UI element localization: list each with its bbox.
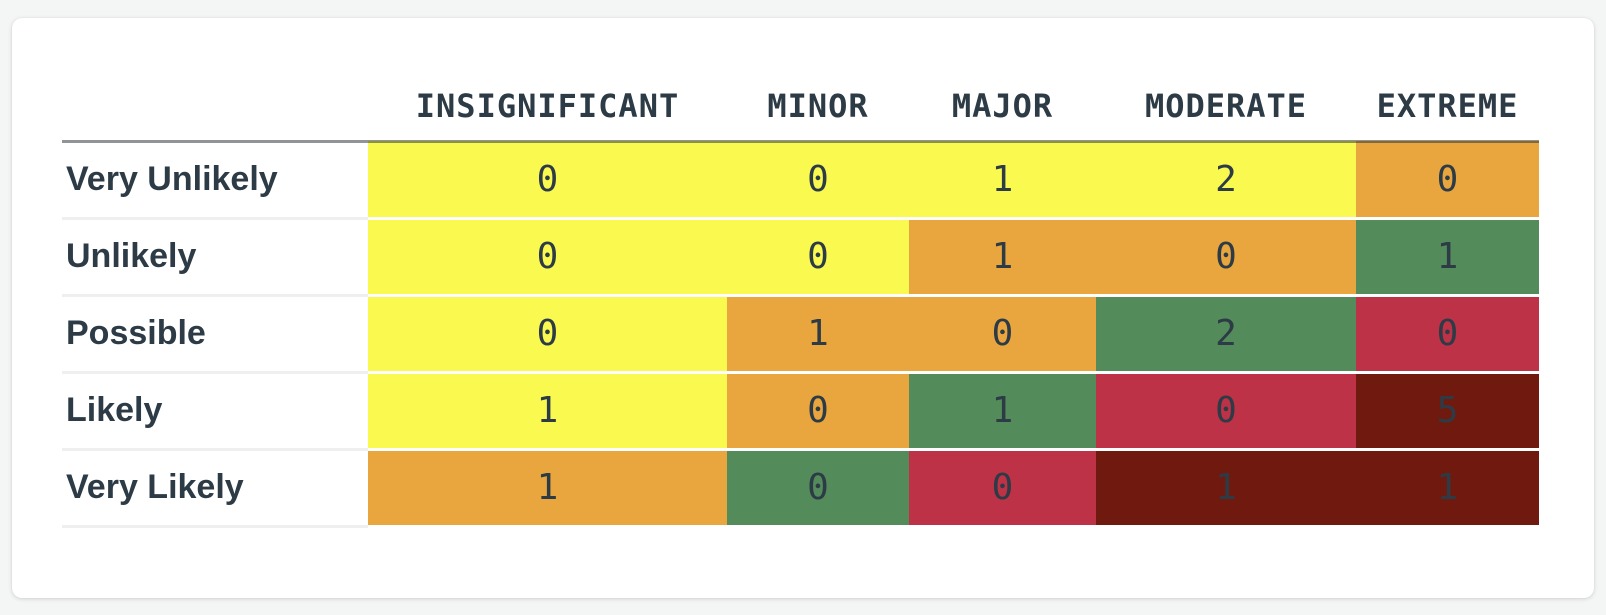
corner-cell xyxy=(62,78,368,141)
table-row: Very Unlikely 0 0 1 2 0 xyxy=(62,139,1539,220)
column-header-major: MAJOR xyxy=(909,78,1096,141)
matrix-cell[interactable]: 1 xyxy=(909,139,1096,220)
matrix-cell[interactable]: 0 xyxy=(1096,218,1356,297)
row-label-very-unlikely: Very Unlikely xyxy=(62,139,368,220)
column-header-insignificant: INSIGNIFICANT xyxy=(368,78,727,141)
table-row: Possible 0 1 0 2 0 xyxy=(62,295,1539,374)
table-row: Very Likely 1 0 0 1 1 xyxy=(62,449,1539,528)
matrix-cell[interactable]: 0 xyxy=(1096,372,1356,451)
matrix-cell[interactable]: 0 xyxy=(909,449,1096,528)
matrix-cell[interactable]: 1 xyxy=(909,372,1096,451)
risk-matrix-table: INSIGNIFICANT MINOR MAJOR MODERATE EXTRE… xyxy=(62,78,1539,528)
matrix-cell[interactable]: 0 xyxy=(727,372,909,451)
row-label-possible: Possible xyxy=(62,295,368,374)
matrix-cell[interactable]: 0 xyxy=(909,295,1096,374)
risk-matrix-card: INSIGNIFICANT MINOR MAJOR MODERATE EXTRE… xyxy=(12,18,1594,598)
matrix-cell[interactable]: 5 xyxy=(1356,372,1539,451)
matrix-cell[interactable]: 1 xyxy=(368,372,727,451)
matrix-cell[interactable]: 1 xyxy=(727,295,909,374)
matrix-cell[interactable]: 0 xyxy=(368,295,727,374)
row-label-unlikely: Unlikely xyxy=(62,218,368,297)
row-label-very-likely: Very Likely xyxy=(62,449,368,528)
matrix-cell[interactable]: 0 xyxy=(1356,139,1539,220)
column-header-minor: MINOR xyxy=(727,78,909,141)
matrix-cell[interactable]: 1 xyxy=(909,218,1096,297)
header-row: INSIGNIFICANT MINOR MAJOR MODERATE EXTRE… xyxy=(62,78,1539,141)
matrix-cell[interactable]: 0 xyxy=(1356,295,1539,374)
matrix-cell[interactable]: 0 xyxy=(727,139,909,220)
matrix-cell[interactable]: 0 xyxy=(727,449,909,528)
matrix-cell[interactable]: 1 xyxy=(1356,449,1539,528)
matrix-cell[interactable]: 1 xyxy=(1356,218,1539,297)
matrix-cell[interactable]: 2 xyxy=(1096,295,1356,374)
table-row: Likely 1 0 1 0 5 xyxy=(62,372,1539,451)
matrix-cell[interactable]: 1 xyxy=(1096,449,1356,528)
matrix-cell[interactable]: 2 xyxy=(1096,139,1356,220)
matrix-cell[interactable]: 1 xyxy=(368,449,727,528)
matrix-cell[interactable]: 0 xyxy=(368,139,727,220)
column-header-moderate: MODERATE xyxy=(1096,78,1356,141)
matrix-cell[interactable]: 0 xyxy=(727,218,909,297)
row-label-likely: Likely xyxy=(62,372,368,451)
column-header-extreme: EXTREME xyxy=(1356,78,1539,141)
matrix-cell[interactable]: 0 xyxy=(368,218,727,297)
table-row: Unlikely 0 0 1 0 1 xyxy=(62,218,1539,297)
